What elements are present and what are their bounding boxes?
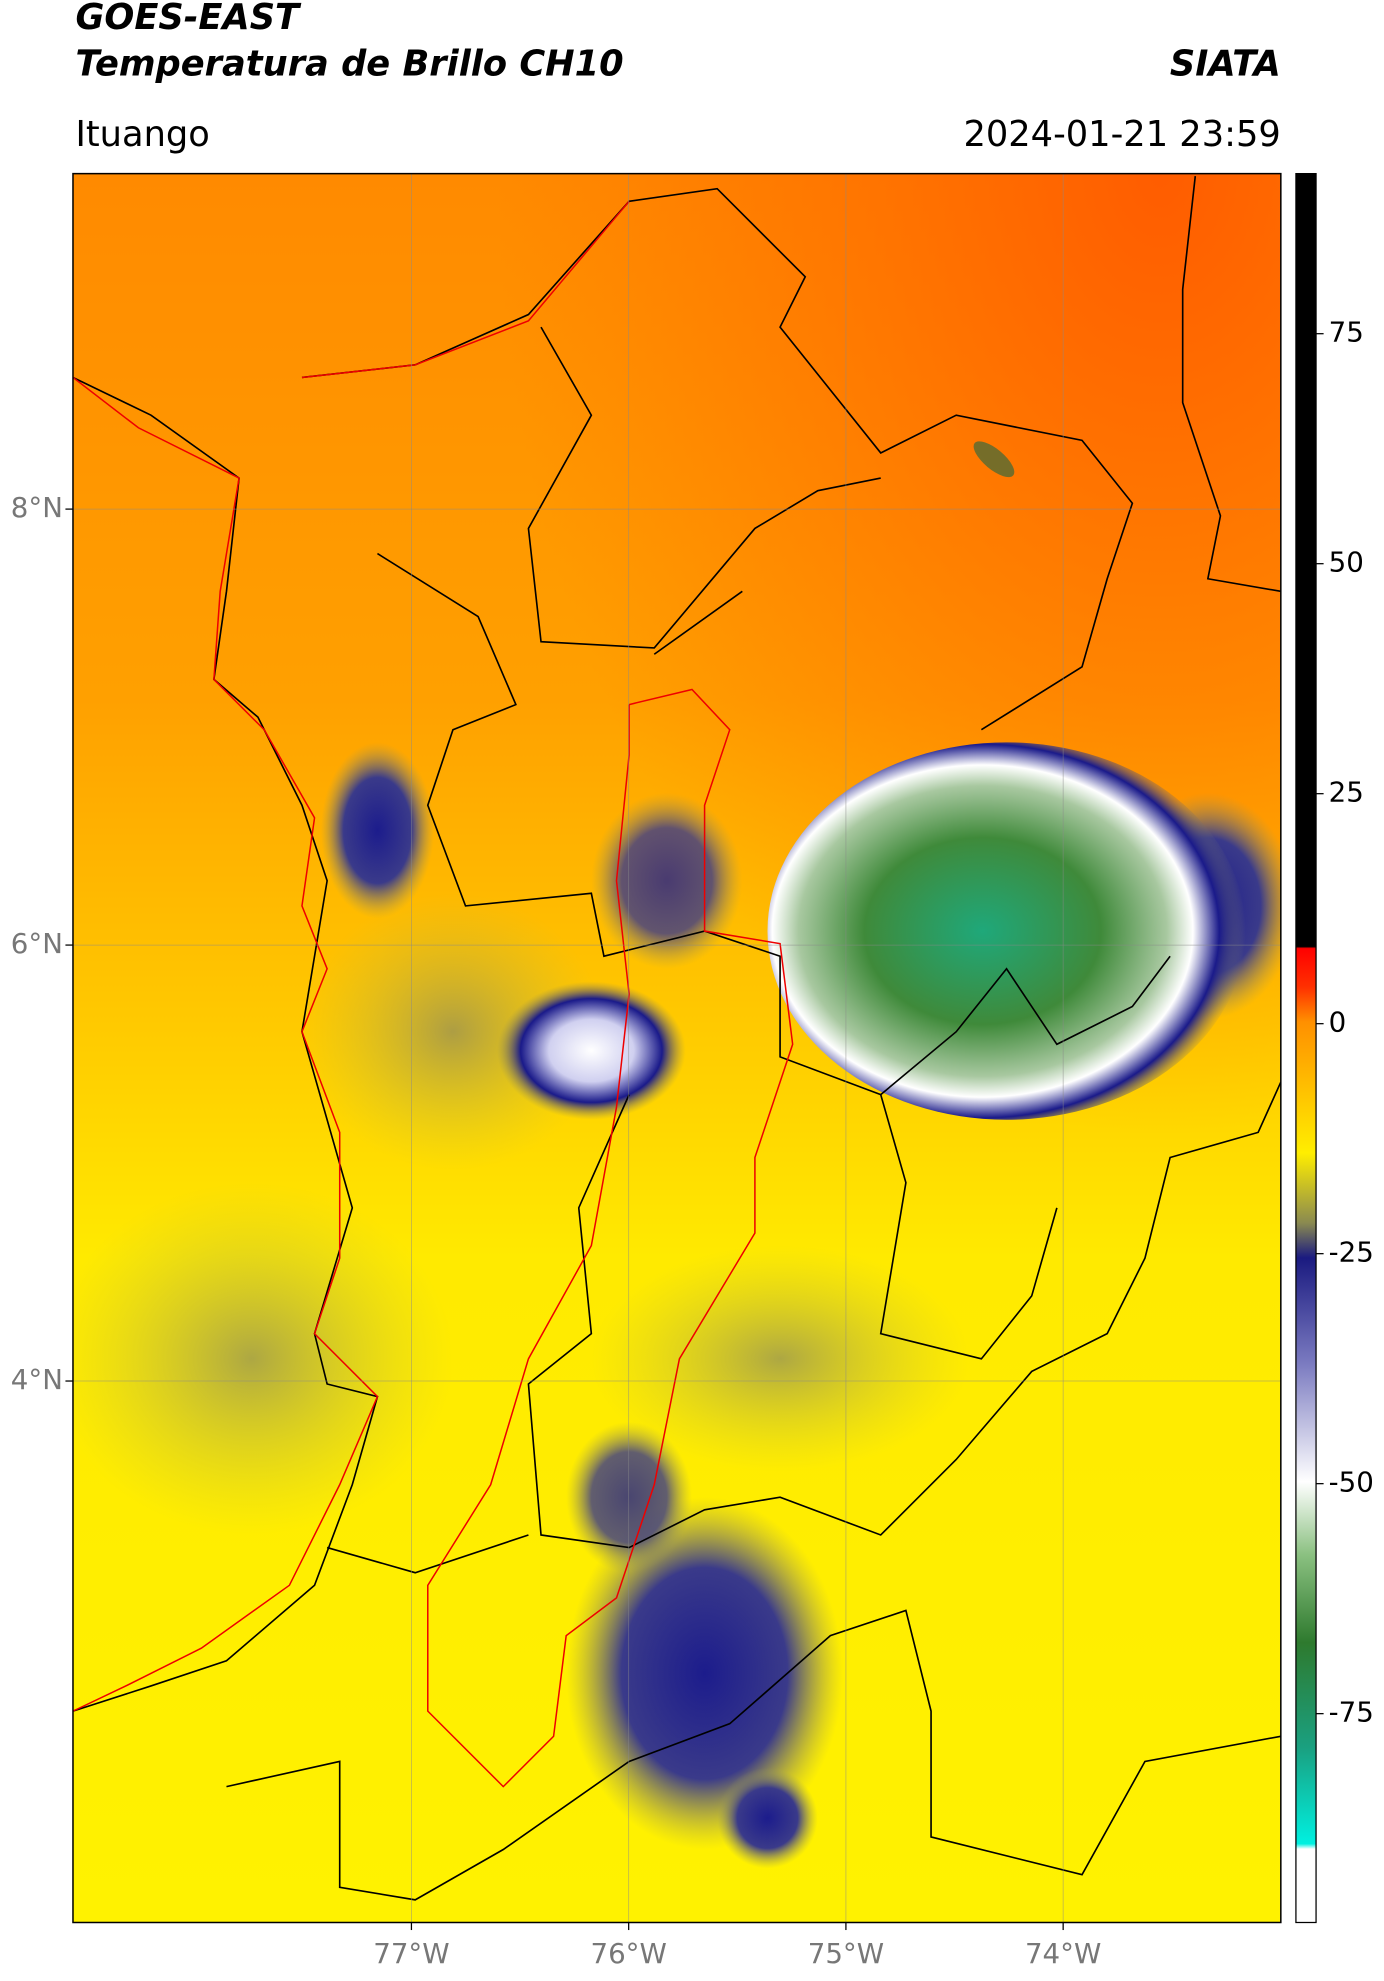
title: GOES-EAST bbox=[75, 0, 302, 38]
colorbar-tick-label: 50 bbox=[1329, 546, 1364, 579]
y-tick-label: 4°N bbox=[11, 1363, 63, 1396]
colorbar-tick-label: -50 bbox=[1329, 1466, 1374, 1499]
map-frame bbox=[72, 172, 1282, 1924]
subtitle: Temperatura de Brillo CH10 bbox=[75, 43, 623, 84]
x-tick-label: 75°W bbox=[808, 1937, 884, 1970]
colorbar-tick-label: 25 bbox=[1329, 776, 1364, 809]
y-tick-label: 8°N bbox=[11, 491, 63, 524]
x-tick-label: 77°W bbox=[373, 1937, 449, 1970]
colorbar-tick-label: -75 bbox=[1329, 1696, 1374, 1729]
colorbar-tick-label: -25 bbox=[1329, 1236, 1374, 1269]
graticule bbox=[72, 173, 1281, 1923]
colorbar-tick-label: 0 bbox=[1329, 1006, 1347, 1039]
colorbar bbox=[1295, 172, 1317, 1924]
colorbar-tick-label: 75 bbox=[1329, 316, 1364, 349]
x-tick-label: 74°W bbox=[1025, 1937, 1101, 1970]
satellite-image bbox=[72, 173, 1281, 1923]
datetime: 2024-01-21 23:59 bbox=[963, 114, 1280, 155]
y-tick-label: 6°N bbox=[11, 927, 63, 960]
location: Ituango bbox=[75, 114, 209, 155]
x-tick-label: 76°W bbox=[590, 1937, 666, 1970]
source: SIATA bbox=[1170, 43, 1281, 84]
